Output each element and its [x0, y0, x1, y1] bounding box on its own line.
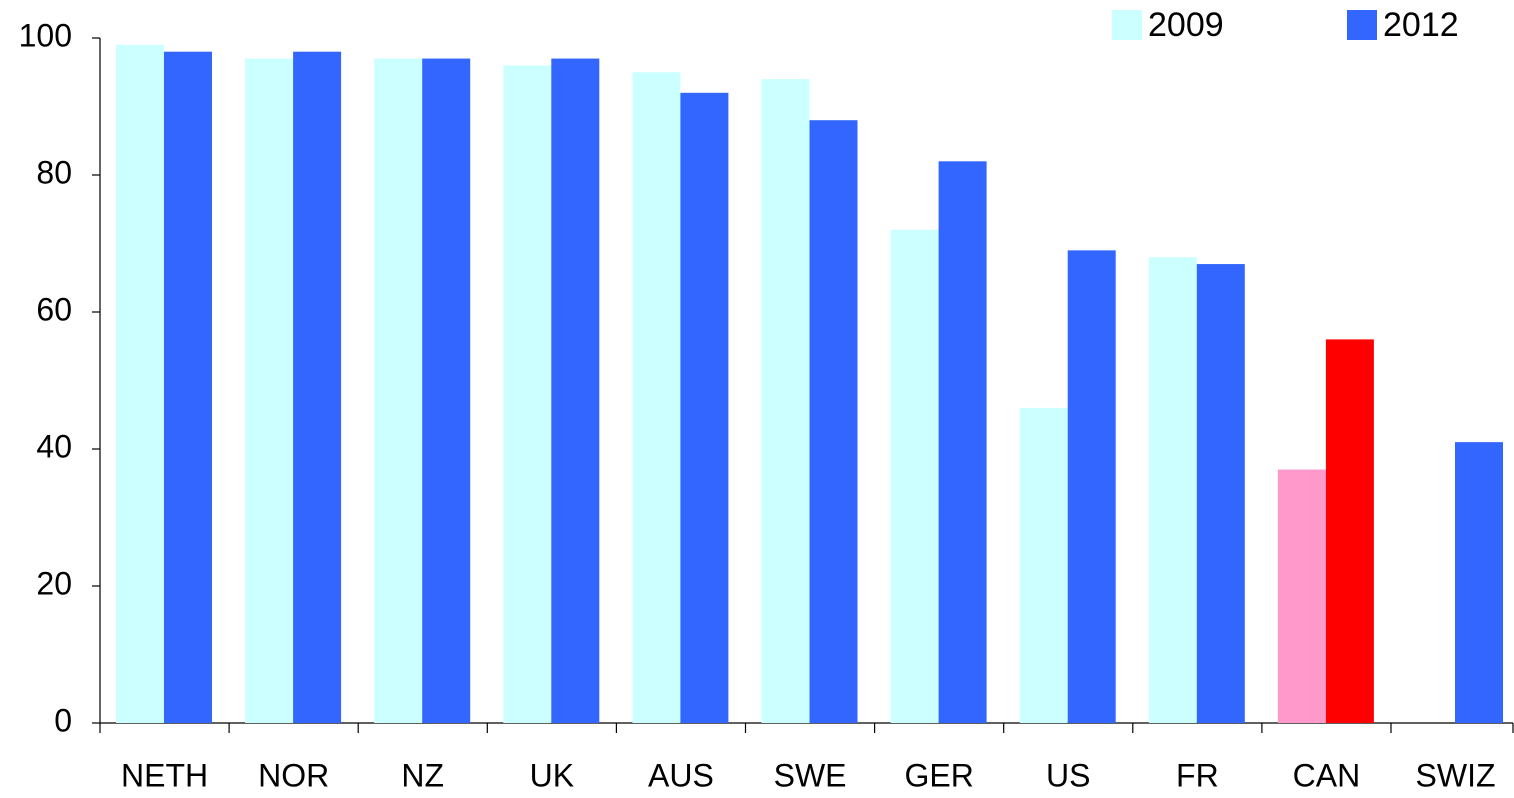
y-tick-label: 40	[36, 428, 72, 464]
bar	[245, 58, 294, 724]
bar	[374, 58, 423, 724]
legend-label: 2009	[1148, 6, 1224, 44]
bar	[164, 51, 212, 723]
bar	[1019, 407, 1068, 723]
bar	[1148, 257, 1197, 723]
legend-swatch	[1347, 10, 1377, 40]
x-tick-label: SWE	[774, 757, 847, 793]
x-tick-label: SWIZ	[1416, 757, 1496, 793]
bar	[632, 72, 681, 723]
bar	[551, 58, 600, 724]
x-tick-label: UK	[530, 757, 574, 793]
y-tick-label: 60	[36, 291, 72, 327]
y-tick-label: 0	[54, 702, 72, 738]
x-tick-label: NZ	[401, 757, 444, 793]
bar	[890, 229, 939, 724]
bar	[680, 92, 729, 724]
x-tick-label: AUS	[648, 757, 714, 793]
x-tick-label: US	[1046, 757, 1090, 793]
bar	[422, 58, 471, 724]
bar	[1196, 264, 1245, 723]
bar	[503, 65, 552, 723]
y-tick-label: 100	[19, 17, 72, 53]
bar	[293, 51, 342, 723]
x-tick-label: CAN	[1293, 757, 1361, 793]
bar	[938, 161, 987, 724]
legend-label: 2012	[1383, 6, 1459, 44]
y-tick-label: 20	[36, 565, 72, 601]
y-tick-label: 80	[36, 154, 72, 190]
bar	[1325, 339, 1374, 723]
bar	[761, 79, 810, 724]
x-tick-label: FR	[1176, 757, 1219, 793]
bar	[116, 44, 164, 724]
bar	[1455, 442, 1503, 723]
x-tick-label: NOR	[258, 757, 329, 793]
bar	[809, 120, 858, 723]
x-tick-label: GER	[904, 757, 973, 793]
legend-swatch	[1112, 10, 1142, 40]
bar	[1067, 250, 1116, 723]
bar	[1277, 469, 1326, 723]
x-tick-label: NETH	[121, 757, 208, 793]
